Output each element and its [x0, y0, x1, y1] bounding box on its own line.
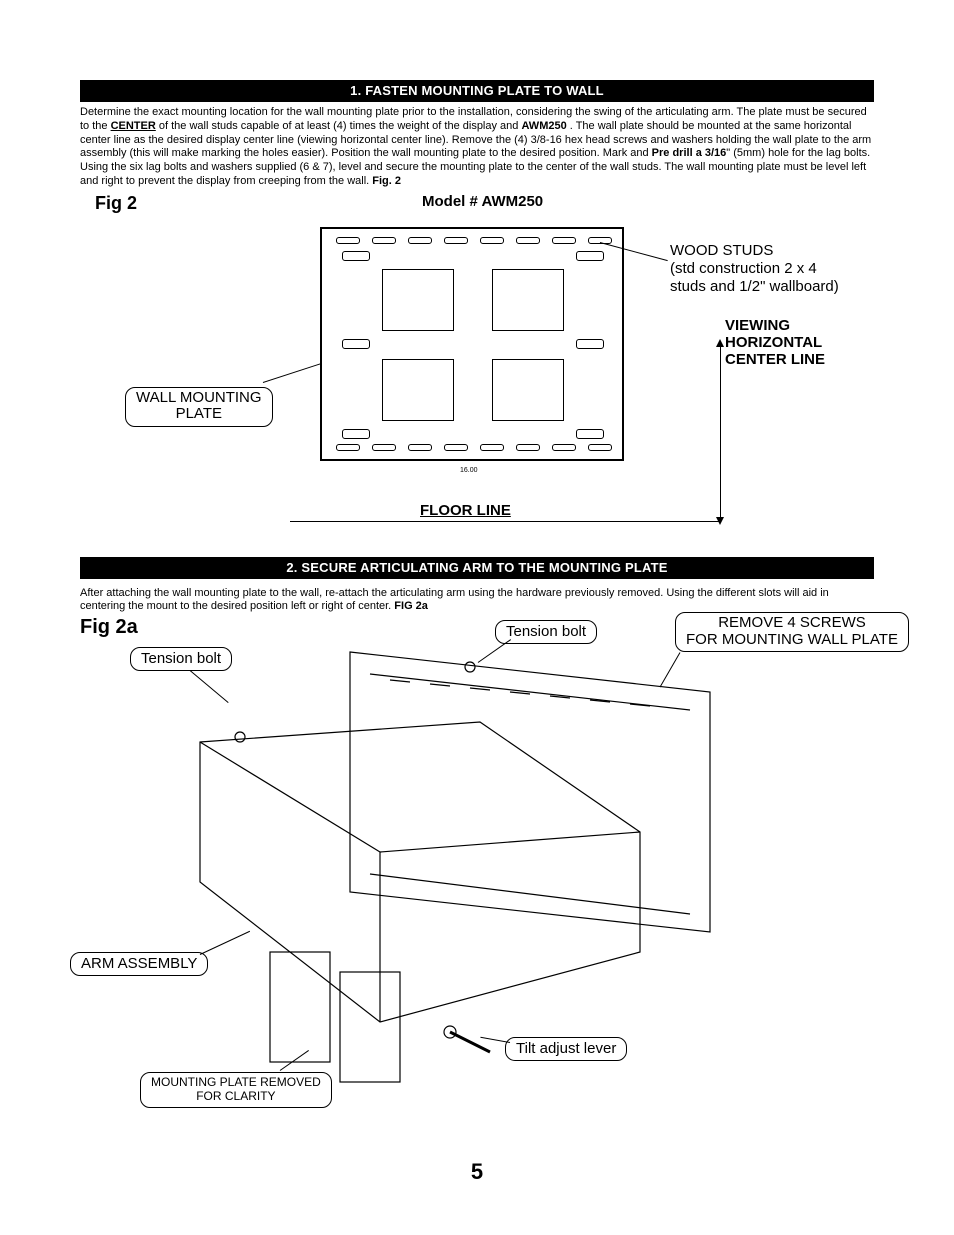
- fig2-woodstuds-l3: studs and 1/2" wallboard): [670, 278, 839, 296]
- fig2-wallplate-l1: WALL MOUNTING: [136, 390, 262, 407]
- fig2-viewing-l1: VIEWING: [725, 317, 825, 334]
- s1-model: AWM250: [521, 120, 566, 132]
- fig2a-remove-l2: FOR MOUNTING WALL PLATE: [686, 632, 898, 649]
- s2-p1: After attaching the wall mounting plate …: [80, 587, 829, 613]
- fig2a-arm: ARM ASSEMBLY: [70, 952, 208, 976]
- fig2-woodstuds: WOOD STUDS (std construction 2 x 4 studs…: [670, 242, 839, 296]
- fig2-plate: [320, 227, 624, 461]
- fig2-label: Fig 2: [95, 193, 137, 214]
- s1-figref: Fig. 2: [372, 175, 401, 187]
- page: 1. FASTEN MOUNTING PLATE TO WALL Determi…: [0, 0, 954, 1235]
- fig2a-remove: REMOVE 4 SCREWS FOR MOUNTING WALL PLATE: [675, 612, 909, 652]
- fig2a-drawing: [120, 622, 760, 1102]
- fig2-dim: 16.00: [460, 467, 478, 474]
- fig2-viewing-l3: CENTER LINE: [725, 351, 825, 368]
- fig2-woodstuds-l2: (std construction 2 x 4: [670, 260, 839, 278]
- fig2a-clarity-l2: FOR CLARITY: [151, 1089, 321, 1103]
- section2-title: 2. SECURE ARTICULATING ARM TO THE MOUNTI…: [80, 557, 874, 579]
- s1-center: CENTER: [111, 120, 156, 132]
- fig2-woodstuds-l1: WOOD STUDS: [670, 242, 839, 260]
- s1-p2: of the wall studs capable of at least (4…: [156, 120, 522, 132]
- fig2a-area: Fig 2a: [80, 612, 874, 1132]
- fig2a-tilt: Tilt adjust lever: [505, 1037, 627, 1061]
- fig2-area: Fig 2 Model # AWM250: [80, 187, 874, 557]
- page-number: 5: [471, 1159, 483, 1185]
- s1-predrill: Pre drill a 3/16: [652, 147, 727, 159]
- fig2-floorline: FLOOR LINE: [420, 502, 511, 519]
- s2-figref: FIG 2a: [394, 600, 428, 612]
- fig2-wallplate-l2: PLATE: [136, 406, 262, 423]
- fig2-viewing: VIEWING HORIZONTAL CENTER LINE: [725, 317, 825, 369]
- fig2a-remove-l1: REMOVE 4 SCREWS: [686, 615, 898, 632]
- fig2a-clarity: MOUNTING PLATE REMOVED FOR CLARITY: [140, 1072, 332, 1108]
- fig2a-tension-left: Tension bolt: [130, 647, 232, 671]
- section1-body: Determine the exact mounting location fo…: [80, 106, 874, 189]
- section1-title: 1. FASTEN MOUNTING PLATE TO WALL: [80, 80, 874, 102]
- fig2-model-label: Model # AWM250: [422, 193, 543, 210]
- fig2-viewing-l2: HORIZONTAL: [725, 334, 825, 351]
- section2-body: After attaching the wall mounting plate …: [80, 587, 874, 615]
- fig2a-clarity-l1: MOUNTING PLATE REMOVED: [151, 1075, 321, 1089]
- fig2-wallplate: WALL MOUNTING PLATE: [125, 387, 273, 427]
